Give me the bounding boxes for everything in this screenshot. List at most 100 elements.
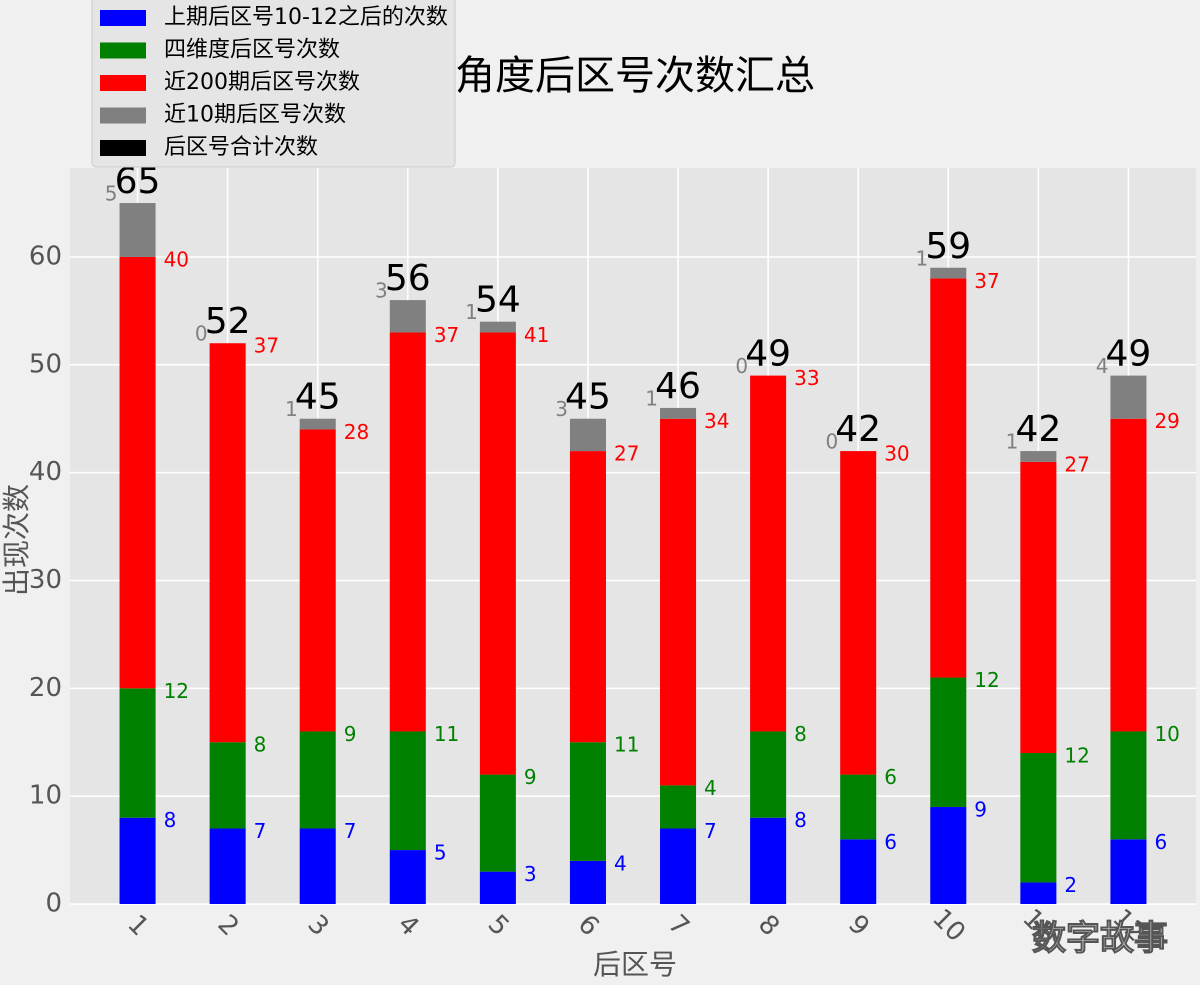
bar-segment [479, 321, 516, 333]
legend-swatch [100, 75, 146, 91]
value-label: 5 [434, 841, 447, 865]
bar-segment [840, 839, 877, 904]
value-label: 1 [465, 300, 478, 324]
value-label: 9 [524, 765, 537, 789]
legend-label: 后区号合计次数 [164, 135, 318, 160]
y-tick-label: 60 [29, 241, 62, 271]
bar-segment [209, 742, 246, 829]
y-tick-label: 40 [29, 457, 62, 487]
value-label: 6 [884, 765, 897, 789]
y-tick-label: 0 [45, 889, 62, 919]
x-axis-label: 后区号 [593, 948, 677, 981]
legend-label: 上期后区号10-12之后的次数 [164, 5, 448, 30]
value-label: 3 [524, 862, 537, 886]
bars [119, 203, 1147, 904]
bar-segment [660, 828, 697, 904]
legend-label: 近10期后区号次数 [164, 103, 346, 128]
bar-segment [479, 774, 516, 872]
bar-segment [930, 278, 967, 678]
legend-swatch [100, 10, 146, 26]
y-tick-label: 20 [29, 673, 62, 703]
value-label: 27 [1064, 452, 1089, 476]
total-label: 45 [295, 377, 341, 418]
value-label: 4 [614, 851, 627, 875]
bar-segment [299, 418, 336, 430]
value-label: 2 [1064, 873, 1077, 897]
value-label: 29 [1154, 409, 1179, 433]
value-label: 9 [344, 722, 357, 746]
value-label: 41 [524, 323, 549, 347]
chart-title: 多角度后区号次数汇总 [415, 53, 815, 99]
value-label: 9 [974, 797, 987, 821]
bar-segment [660, 418, 697, 786]
value-label: 33 [794, 366, 819, 390]
y-tick-label: 50 [29, 349, 62, 379]
value-label: 12 [164, 679, 189, 703]
value-label: 5 [105, 182, 118, 206]
value-label: 37 [434, 323, 459, 347]
bar-segment [119, 203, 156, 257]
value-label: 11 [434, 722, 459, 746]
total-label: 42 [835, 409, 881, 450]
value-label: 8 [794, 808, 807, 832]
legend-label: 四维度后区号次数 [164, 38, 340, 63]
bar-segment [1020, 461, 1057, 754]
legend-label: 近200期后区号次数 [164, 70, 360, 95]
bar-segment [569, 742, 606, 861]
bar-segment [1020, 882, 1057, 904]
bar-segment [569, 451, 606, 743]
value-label: 1 [285, 397, 298, 421]
value-label: 12 [974, 668, 999, 692]
value-label: 0 [195, 322, 208, 346]
total-label: 49 [1106, 334, 1152, 375]
value-label: 3 [555, 397, 568, 421]
value-label: 37 [254, 334, 279, 358]
value-label: 30 [884, 442, 909, 466]
value-label: 7 [704, 819, 717, 843]
legend-swatch [100, 140, 146, 156]
value-label: 0 [825, 430, 838, 454]
bar-segment [209, 343, 246, 743]
total-label: 45 [565, 377, 611, 418]
bar-segment [1110, 731, 1147, 840]
value-label: 7 [254, 819, 267, 843]
bar-segment [479, 332, 516, 775]
value-label: 40 [164, 247, 189, 271]
value-label: 28 [344, 420, 369, 444]
total-label: 59 [925, 226, 971, 267]
bar-segment [1020, 753, 1057, 883]
value-label: 1 [645, 386, 658, 410]
value-label: 6 [884, 830, 897, 854]
value-label: 8 [794, 722, 807, 746]
value-label: 3 [375, 279, 388, 303]
bar-segment [389, 332, 426, 732]
legend: 上期后区号10-12之后的次数四维度后区号次数近200期后区号次数近10期后区号… [91, 0, 456, 168]
bar-segment [840, 774, 877, 840]
bar-segment [209, 828, 246, 904]
y-tick-label: 10 [29, 781, 62, 811]
total-label: 46 [655, 366, 701, 407]
bar-segment [389, 300, 426, 333]
bar-segment [660, 785, 697, 829]
bar-segment [479, 871, 516, 904]
bar-segment [840, 451, 877, 775]
value-label: 11 [614, 733, 639, 757]
bar-segment [750, 731, 787, 818]
value-label: 37 [974, 269, 999, 293]
value-label: 12 [1064, 744, 1089, 768]
bar-segment [389, 850, 426, 904]
bar-segment [930, 267, 967, 279]
value-label: 1 [916, 246, 929, 270]
total-label: 49 [745, 334, 791, 375]
bar-segment [750, 817, 787, 904]
plot-area [70, 168, 1196, 904]
bar-segment [1110, 375, 1147, 419]
legend-box [91, 0, 456, 168]
value-label: 34 [704, 409, 729, 433]
bar-segment [660, 407, 697, 419]
bar-segment [389, 731, 426, 851]
bar-segment [299, 429, 336, 732]
total-label: 52 [205, 301, 251, 342]
value-label: 8 [164, 808, 177, 832]
